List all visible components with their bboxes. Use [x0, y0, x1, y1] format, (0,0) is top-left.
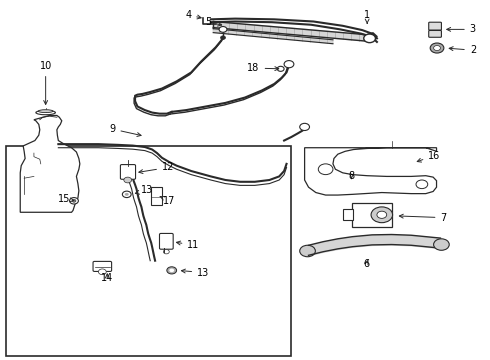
Text: 7: 7 [399, 213, 447, 222]
Circle shape [377, 211, 387, 219]
Bar [5, 146, 292, 356]
Text: 18: 18 [247, 63, 279, 73]
FancyBboxPatch shape [159, 233, 173, 249]
Bar [151, 187, 162, 205]
Text: 15: 15 [58, 194, 74, 204]
Text: 1: 1 [364, 10, 370, 23]
Circle shape [284, 60, 294, 68]
Circle shape [219, 27, 227, 32]
Circle shape [277, 66, 284, 71]
Circle shape [167, 267, 176, 274]
Polygon shape [213, 29, 333, 44]
Text: 5: 5 [205, 17, 221, 27]
Circle shape [169, 269, 174, 272]
Circle shape [434, 45, 441, 50]
Polygon shape [20, 116, 80, 212]
Text: 4: 4 [185, 10, 201, 20]
Text: 2: 2 [449, 45, 476, 55]
Text: 9: 9 [109, 124, 141, 136]
Circle shape [318, 164, 333, 175]
FancyBboxPatch shape [429, 22, 441, 30]
Circle shape [371, 207, 392, 223]
Circle shape [430, 43, 444, 53]
Text: 11: 11 [176, 240, 199, 250]
Circle shape [434, 239, 449, 250]
FancyBboxPatch shape [121, 165, 136, 179]
Text: 13: 13 [135, 185, 154, 195]
Text: 17: 17 [160, 196, 175, 206]
Circle shape [72, 199, 76, 202]
Text: 13: 13 [181, 267, 209, 278]
Circle shape [98, 269, 106, 275]
Ellipse shape [36, 111, 55, 115]
Circle shape [300, 123, 310, 131]
Circle shape [300, 245, 316, 257]
Text: 3: 3 [447, 24, 476, 35]
Text: 8: 8 [348, 171, 355, 181]
Text: 10: 10 [40, 61, 52, 104]
Circle shape [125, 193, 129, 196]
Text: 6: 6 [363, 259, 369, 269]
Circle shape [163, 249, 169, 254]
Bar [343, 210, 353, 220]
Polygon shape [305, 148, 437, 195]
FancyBboxPatch shape [93, 261, 112, 271]
Circle shape [70, 198, 78, 204]
Bar [352, 203, 392, 226]
FancyBboxPatch shape [429, 31, 441, 37]
Circle shape [220, 36, 225, 40]
Text: 14: 14 [101, 273, 113, 283]
Circle shape [122, 191, 131, 198]
Circle shape [416, 180, 428, 189]
Circle shape [124, 177, 132, 183]
Circle shape [364, 34, 375, 42]
Polygon shape [213, 22, 367, 41]
Text: 12: 12 [139, 162, 174, 174]
Text: 16: 16 [417, 150, 441, 162]
Ellipse shape [38, 110, 53, 113]
